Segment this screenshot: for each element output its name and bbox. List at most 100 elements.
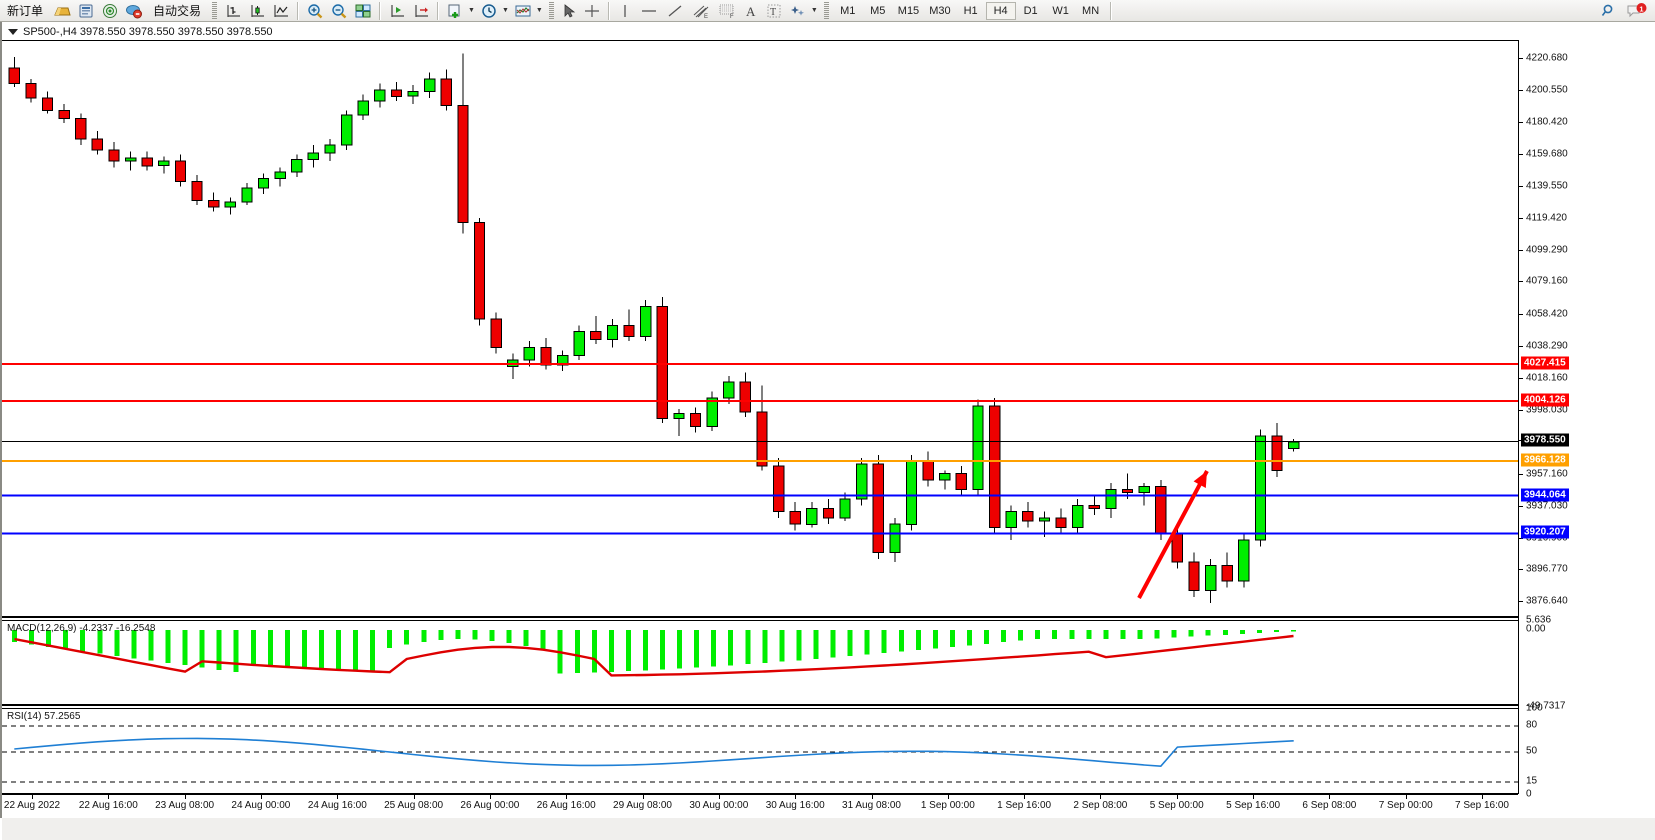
trendline-icon[interactable] (662, 1, 688, 21)
terminal-icon[interactable] (74, 1, 98, 21)
rsi-label: RSI(14) 57.2565 (7, 711, 81, 722)
price-axis-label: 3876.640 (1526, 595, 1568, 607)
price-chart-svg (2, 53, 1518, 604)
price-axis-label: 4099.290 (1526, 244, 1568, 256)
svg-text:F: F (730, 14, 734, 19)
timeframe-h1[interactable]: H1 (963, 4, 978, 17)
toolbar-grip-3[interactable] (823, 1, 829, 20)
auto-trading-label: 自动交易 (153, 4, 202, 18)
price-axis-tick (1519, 345, 1523, 347)
time-axis-label: 22 Aug 16:00 (78, 800, 138, 811)
chart-menu-triangle-icon[interactable] (8, 29, 18, 35)
time-axis-tick (1024, 795, 1026, 799)
cursor-icon[interactable] (558, 1, 580, 21)
price-axis-label: 3957.160 (1526, 468, 1568, 480)
timeframe-d1[interactable]: D1 (1023, 4, 1038, 17)
toolbar-grip[interactable] (212, 1, 218, 20)
rsi-axis-label: 15 (1526, 775, 1538, 787)
notification-icon[interactable]: 1 (1623, 1, 1651, 21)
toolbar-grip-2[interactable] (548, 1, 554, 20)
timeframe-m5[interactable]: M5 (870, 4, 886, 17)
period-dropdown-caret[interactable]: ▼ (501, 7, 509, 14)
vline-icon[interactable] (614, 1, 636, 21)
time-axis-label: 24 Aug 00:00 (231, 800, 291, 811)
timeframe-m15[interactable]: M15 (897, 4, 920, 17)
line-chart-icon[interactable] (269, 1, 293, 21)
price-axis-tick (1519, 154, 1523, 156)
equidistant-channel-icon[interactable]: E (688, 1, 714, 21)
indicators-dropdown-caret[interactable]: ▼ (468, 7, 475, 14)
price-axis-tick (1519, 57, 1523, 59)
indicators-icon[interactable] (443, 1, 467, 21)
period-icon[interactable] (477, 1, 501, 21)
time-axis[interactable]: 22 Aug 2022 22 Aug 16:00 23 Aug 08:00 24 Au… (2, 794, 1518, 818)
time-axis-label: 31 Aug 08:00 (842, 800, 901, 811)
price-axis-tick (1519, 505, 1523, 507)
timeframe-w1[interactable]: W1 (1052, 4, 1069, 17)
objects-dropdown-caret[interactable]: ▼ (810, 7, 818, 14)
time-axis-label: 26 Aug 00:00 (460, 800, 520, 811)
rsi-axis-label: 80 (1526, 719, 1538, 731)
auto-trading-button[interactable]: 自动交易 (146, 1, 208, 21)
toolbar-separator-3 (437, 1, 440, 20)
price-pane[interactable] (2, 40, 1518, 618)
time-axis-tick (947, 795, 949, 799)
price-level-chip-support-upper[interactable]: 3944.064 (1521, 488, 1569, 502)
time-axis-tick (871, 795, 873, 799)
gold-bar-icon[interactable] (50, 1, 74, 21)
macd-axis-label: 0.00 (1526, 623, 1546, 635)
timeframe-m1[interactable]: M1 (840, 4, 856, 17)
time-axis-tick (1100, 795, 1102, 799)
chart-window[interactable]: SP500-,H4 3978.550 3978.550 3978.550 397… (0, 22, 1655, 840)
zoom-out-icon[interactable] (327, 1, 351, 21)
price-axis-tick (1519, 281, 1523, 283)
timeframe-m30[interactable]: M30 (929, 4, 951, 17)
macd-chart-svg (12, 629, 1296, 677)
shift-end-icon[interactable] (409, 1, 433, 21)
price-axis-label: 4139.550 (1526, 180, 1568, 192)
price-axis-label: 4119.420 (1526, 212, 1567, 224)
timeframe-mn[interactable]: MN (1082, 4, 1100, 17)
time-axis-label: 5 Sep 00:00 (1149, 800, 1204, 811)
zoom-in-icon[interactable] (303, 1, 327, 21)
search-icon[interactable] (1597, 1, 1623, 21)
hline-icon[interactable] (636, 1, 662, 21)
new-order-button[interactable]: 新订单 (0, 1, 50, 21)
price-axis-label: 4038.290 (1526, 340, 1568, 352)
time-axis-tick (337, 795, 339, 799)
templates-icon[interactable] (511, 1, 535, 21)
time-axis-tick (1253, 795, 1255, 799)
bar-chart-icon[interactable] (221, 1, 245, 21)
candlestick-chart-icon[interactable] (245, 1, 269, 21)
price-axis-tick (1519, 249, 1523, 251)
macd-pane[interactable]: MACD(12,26,9) -4.2337 -16.2548 (2, 620, 1518, 706)
time-axis-tick (184, 795, 186, 799)
label-icon[interactable]: T (762, 1, 786, 21)
time-axis-label: 24 Aug 16:00 (307, 800, 367, 811)
crosshair-icon[interactable] (580, 1, 604, 21)
price-level-chip-current-price[interactable]: 3978.550 (1521, 433, 1569, 447)
price-axis-tick (1519, 569, 1523, 571)
autotrading-icon[interactable] (122, 1, 146, 21)
price-level-chip-pivot-level[interactable]: 3966.128 (1521, 453, 1569, 467)
price-level-chip-support-lower[interactable]: 3920.207 (1521, 525, 1569, 539)
price-level-chip-resistance-lower[interactable]: 4004.126 (1521, 393, 1569, 407)
time-axis-label: 5 Sep 16:00 (1226, 800, 1281, 811)
time-axis-tick (1329, 795, 1331, 799)
templates-dropdown-caret[interactable]: ▼ (535, 7, 543, 14)
price-axis[interactable]: 4220.680 4200.550 4180.420 4159.680 4139.550… (1518, 40, 1655, 800)
time-axis-tick (718, 795, 720, 799)
fibonacci-icon[interactable]: F (714, 1, 740, 21)
rsi-axis-label: 100 (1526, 702, 1543, 714)
tile-windows-icon[interactable] (351, 1, 375, 21)
scroll-end-icon[interactable] (385, 1, 409, 21)
price-axis-tick (1519, 601, 1523, 603)
text-icon[interactable]: A (740, 1, 762, 21)
timeframe-h4[interactable]: H4 (985, 1, 1016, 20)
signals-icon[interactable] (98, 1, 122, 21)
objects-icon[interactable] (786, 1, 810, 21)
price-level-chip-resistance-upper[interactable]: 4027.415 (1521, 356, 1569, 370)
time-axis-label: 26 Aug 16:00 (536, 800, 596, 811)
rsi-pane[interactable]: RSI(14) 57.2565 (2, 708, 1518, 794)
price-axis-tick (1519, 474, 1523, 475)
